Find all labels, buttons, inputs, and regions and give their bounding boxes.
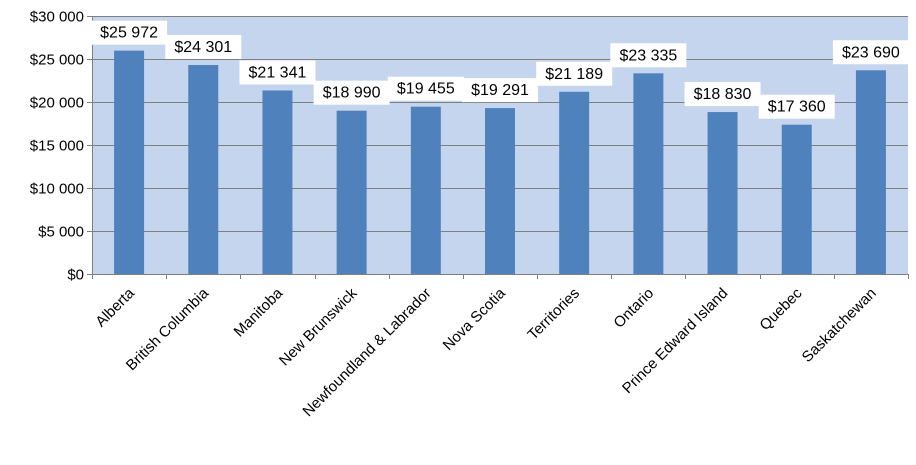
bar-ontario: [633, 73, 664, 274]
data-label-box: [684, 82, 761, 107]
axes: [87, 16, 909, 279]
data-label: $18 990: [323, 85, 381, 102]
x-tick-label: Alberta: [92, 284, 138, 330]
data-label: $21 341: [249, 64, 307, 81]
y-tick-label: $25 000: [30, 52, 84, 69]
bar-prince-edward-island: [707, 112, 738, 274]
data-label-box: [239, 60, 316, 85]
data-label: $21 189: [545, 66, 603, 83]
x-tick-label: New Brunswick: [276, 284, 361, 369]
y-tick-label: $20 000: [30, 95, 84, 112]
bar-manitoba: [262, 90, 293, 274]
data-label: $23 335: [619, 47, 677, 64]
y-tick-label: $30 000: [30, 9, 84, 26]
data-label: $23 690: [842, 44, 900, 61]
x-tick-label: Ontario: [610, 285, 657, 332]
y-tick-label: $10 000: [30, 181, 84, 198]
data-label-box: [91, 20, 168, 45]
bar-nova-scotia: [485, 108, 515, 274]
x-tick-label: Newfoundland & Labrador: [299, 285, 434, 420]
bar-newfoundland-labrador: [410, 106, 441, 274]
bar-british-columbia: [188, 65, 219, 274]
bar-alberta: [114, 50, 145, 274]
x-tick-label: Manitoba: [231, 284, 287, 340]
data-label: $19 455: [397, 81, 455, 98]
x-tick-label: Territories: [524, 285, 583, 344]
bar-new-brunswick: [336, 110, 367, 274]
data-label-box: [313, 80, 390, 105]
x-tick-label: Saskatchewan: [799, 285, 880, 366]
y-tick-label: $15 000: [30, 138, 84, 155]
data-label-box: [536, 61, 613, 86]
data-labels: $25 972 $24 301 $21 341 $18 990 $19 455 $19 2…: [91, 20, 909, 119]
data-label: $18 830: [694, 86, 752, 103]
data-label-box: [387, 76, 464, 101]
data-label-box: [832, 40, 909, 65]
bar-saskatchewan: [855, 70, 886, 275]
x-tick-label: Quebec: [756, 284, 806, 334]
data-label-box: [462, 78, 538, 103]
data-label: $19 291: [471, 82, 529, 99]
data-label: $24 301: [174, 39, 232, 56]
bar-quebec: [781, 124, 812, 274]
bars: [114, 50, 886, 275]
y-tick-label: $5 000: [38, 224, 84, 241]
bar-territories: [559, 91, 590, 274]
y-tick-label: $0: [67, 267, 84, 284]
data-label-box: [610, 43, 687, 68]
data-label-box: [758, 94, 835, 119]
x-tick-label: Nova Scotia: [440, 284, 510, 354]
data-label-box: [165, 35, 242, 60]
data-label: $17 360: [768, 99, 826, 116]
data-label: $25 972: [100, 25, 158, 42]
y-tick-labels: $0 $5 000 $10 000 $15 000 $20 000 $25 000 $30 …: [30, 9, 84, 284]
